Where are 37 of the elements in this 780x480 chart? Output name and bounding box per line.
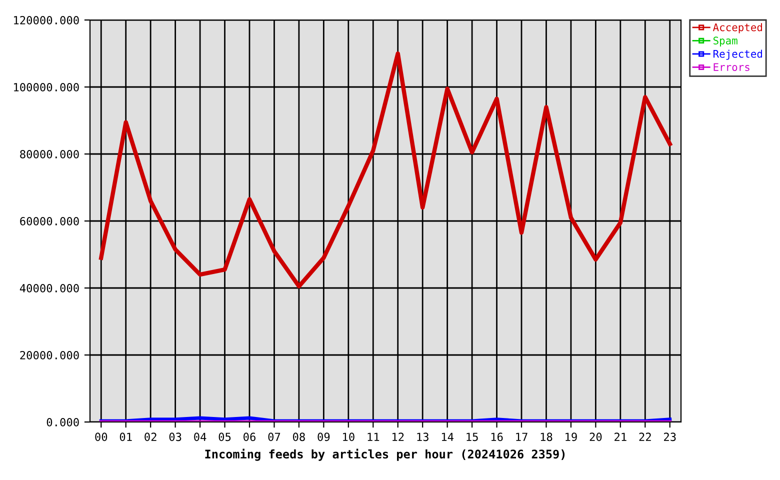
y-tick-label: 100000.000 (14, 83, 79, 92)
x-tick-label: 04 (194, 432, 206, 442)
y-tick-label: 40000.000 (20, 284, 79, 292)
x-tick-label: 21 (614, 432, 626, 441)
y-tick-label: 60000.000 (20, 217, 79, 226)
x-tick-label: 20 (590, 432, 602, 442)
x-tick-label: 13 (417, 432, 428, 442)
y-tick-label: 80000.000 (20, 150, 79, 158)
legend-label: Rejected (714, 50, 762, 60)
x-tick-label: 03 (169, 432, 182, 442)
x-tick-label: 07 (268, 432, 280, 442)
x-tick-label: 15 (466, 432, 478, 442)
legend-label: Errors (714, 63, 750, 72)
x-tick-label: 02 (144, 432, 156, 442)
y-tick-label: 20000.000 (20, 351, 79, 360)
x-tick-label: 06 (244, 432, 256, 442)
x-tick-label: 22 (639, 432, 651, 441)
legend-label: Accepted (712, 23, 762, 34)
x-tick-label: 01 (120, 432, 132, 442)
x-tick-label: 08 (292, 432, 305, 442)
x-tick-label: 23 (664, 432, 676, 442)
x-tick-label: 05 (218, 432, 231, 442)
x-axis-title: Incoming feeds by articles per hour (20241026 2359) (205, 448, 565, 461)
legend-label: Spam (713, 36, 738, 47)
y-tick-label: 0.000 (46, 418, 79, 426)
x-tick-label: 00 (95, 432, 108, 442)
x-tick-label: 17 (516, 432, 528, 441)
x-tick-label: 16 (491, 432, 503, 442)
x-tick-label: 18 (540, 432, 552, 442)
line-series (99, 51, 672, 288)
x-tick-label: 19 (566, 432, 577, 442)
x-tick-label: 10 (343, 432, 354, 442)
x-tick-label: 09 (318, 432, 330, 442)
x-tick-label: 12 (392, 432, 404, 441)
x-tick-label: 11 (368, 432, 380, 441)
x-tick-label: 14 (442, 432, 454, 441)
y-tick-label: 120000.000 (14, 16, 79, 24)
